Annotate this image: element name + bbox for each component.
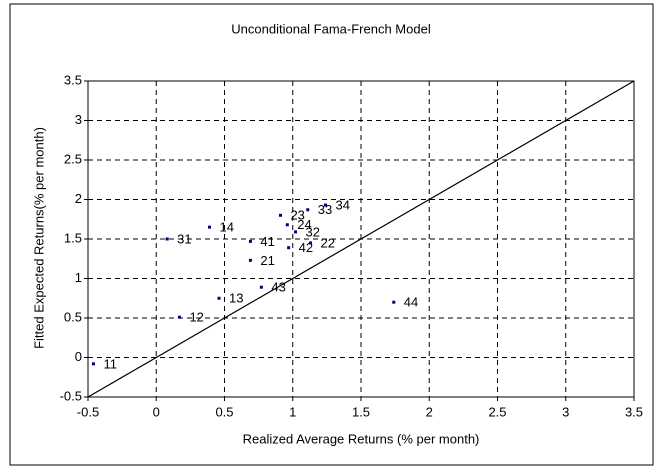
point (306, 208, 310, 212)
x-tick-label: 0.5 (215, 404, 233, 419)
point-label: 21 (260, 253, 274, 268)
point-label: 41 (260, 234, 274, 249)
point (207, 225, 211, 229)
y-tick-label: 3.5 (64, 72, 82, 87)
point-label: 33 (318, 202, 332, 217)
point-label: 23 (290, 208, 304, 223)
point (324, 203, 328, 207)
x-tick-label: -0.5 (77, 404, 99, 419)
point-label: 43 (271, 280, 285, 295)
point (392, 300, 396, 304)
y-axis-label: Fitted Expected Returns(% per month) (31, 127, 46, 349)
point-label: 11 (103, 356, 117, 371)
point-label: 14 (219, 220, 233, 235)
y-tick-label: -0.5 (60, 388, 82, 403)
point (248, 258, 252, 262)
x-tick-label: 3.5 (625, 404, 643, 419)
point (278, 213, 282, 217)
chart-title: Unconditional Fama-French Model (231, 21, 431, 36)
point-label: 24 (297, 217, 311, 232)
point-label: 22 (320, 235, 334, 250)
point-label: 31 (177, 231, 191, 246)
point (177, 315, 181, 319)
point-label: 44 (404, 295, 418, 310)
x-tick-label: 2.5 (488, 404, 506, 419)
point (259, 285, 263, 289)
reference-line (87, 80, 635, 398)
y-tick-label: 0.5 (64, 309, 82, 324)
y-tick-label: 1 (75, 270, 82, 285)
x-tick-label: 1 (289, 404, 296, 419)
y-tick-label: 2.5 (64, 151, 82, 166)
x-tick-label: 0 (153, 404, 160, 419)
y-tick-label: 2 (75, 191, 82, 206)
point-label: 12 (189, 310, 203, 325)
point (91, 362, 95, 366)
point (293, 230, 297, 234)
x-tick-label: 1.5 (352, 404, 370, 419)
y-tick-label: 0 (75, 349, 82, 364)
point-label: 13 (229, 291, 243, 306)
x-axis-label: Realized Average Returns (% per month) (243, 431, 480, 446)
x-tick-label: 2 (426, 404, 433, 419)
point (285, 223, 289, 227)
y-tick-label: 3 (75, 112, 82, 127)
y-tick-label: 1.5 (64, 230, 82, 245)
point (165, 237, 169, 241)
point (217, 296, 221, 300)
plot-border (87, 80, 635, 398)
point (287, 246, 291, 250)
point-label: 34 (336, 197, 350, 212)
x-tick-label: 3 (562, 404, 569, 419)
point-label: 32 (305, 224, 319, 239)
point (308, 241, 312, 245)
point (248, 239, 252, 243)
